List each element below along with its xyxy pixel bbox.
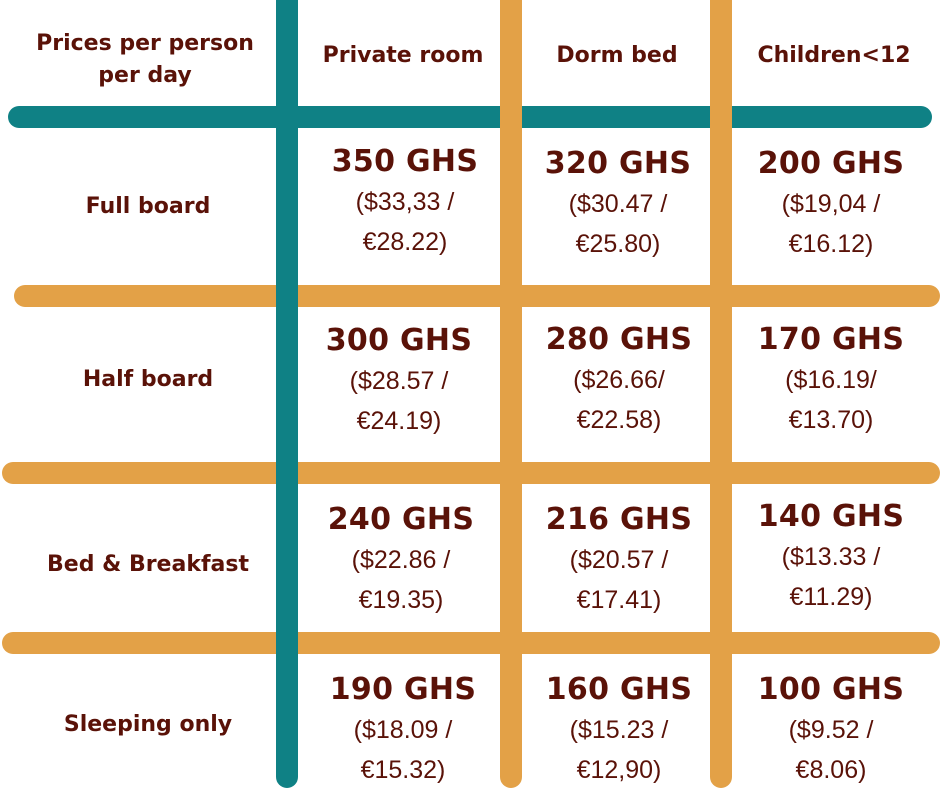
price-eur: €28.22) (362, 228, 448, 256)
price-eur: €15.32) (360, 756, 446, 784)
price-usd: ($28.57 / (349, 367, 449, 395)
price-usd: ($16.19/ (785, 366, 877, 394)
row-label-sleeping-only: Sleeping only (63, 711, 233, 737)
price-eur: €11.29) (789, 583, 873, 611)
price-ghs: 200 GHS (757, 146, 905, 181)
grid-line-vertical-teal (276, 0, 298, 788)
price-usd: ($19,04 / (781, 190, 881, 218)
corner-header: Prices per person per day (10, 20, 280, 100)
price-ghs: 240 GHS (327, 502, 475, 537)
price-cell: 216 GHS ($20.57 / €17.41) (512, 500, 726, 620)
column-header-private-room: Private room (322, 43, 484, 68)
price-usd: ($30.47 / (568, 190, 668, 218)
price-usd: ($22.86 / (351, 546, 451, 574)
grid-line-horizontal-orange-1 (14, 285, 940, 307)
grid-line-vertical-orange-2 (710, 0, 732, 788)
price-ghs: 160 GHS (545, 672, 693, 707)
price-usd: ($26.66/ (573, 366, 665, 394)
price-cell: 200 GHS ($19,04 / €16.12) (725, 144, 937, 264)
price-usd: ($15.23 / (569, 716, 669, 744)
price-usd: ($13.33 / (781, 543, 881, 571)
price-usd: ($20.57 / (569, 546, 669, 574)
price-ghs: 216 GHS (545, 502, 693, 537)
price-eur: €12,90) (576, 756, 662, 784)
price-cell: 170 GHS ($16.19/ €13.70) (725, 320, 937, 440)
price-usd: ($9.52 / (788, 716, 874, 744)
price-cell: 140 GHS ($13.33 / €11.29) (725, 497, 937, 617)
column-header-dorm-bed: Dorm bed (556, 43, 678, 68)
price-usd: ($18.09 / (353, 716, 453, 744)
price-eur: €19.35) (358, 586, 444, 614)
grid-line-horizontal-orange-2 (2, 462, 940, 484)
price-ghs: 280 GHS (545, 322, 693, 357)
price-ghs: 300 GHS (325, 323, 473, 358)
row-label-half-board: Half board (82, 366, 214, 392)
price-eur: €17.41) (576, 586, 662, 614)
price-ghs: 320 GHS (544, 146, 692, 181)
grid-line-vertical-orange-1 (500, 0, 522, 788)
price-cell: 160 GHS ($15.23 / €12,90) (512, 670, 726, 790)
price-eur: €25.80) (575, 230, 661, 258)
column-header-children: Children<12 (757, 43, 911, 68)
price-ghs: 100 GHS (757, 672, 905, 707)
price-ghs: 350 GHS (331, 144, 479, 179)
row-label-bed-breakfast: Bed & Breakfast (47, 551, 249, 577)
price-cell: 300 GHS ($28.57 / €24.19) (294, 321, 504, 441)
grid-line-horizontal-orange-3 (2, 632, 940, 654)
price-ghs: 170 GHS (757, 322, 905, 357)
price-cell: 190 GHS ($18.09 / €15.32) (298, 670, 508, 790)
price-ghs: 190 GHS (329, 672, 477, 707)
price-eur: €16.12) (788, 230, 874, 258)
row-label-full-board: Full board (85, 193, 211, 219)
price-eur: €24.19) (356, 407, 442, 435)
price-eur: €22.58) (576, 406, 662, 434)
price-eur: €8.06) (795, 756, 867, 784)
price-usd: ($33,33 / (355, 188, 455, 216)
corner-header-line-1: Prices per person (36, 31, 254, 56)
price-cell: 280 GHS ($26.66/ €22.58) (512, 320, 726, 440)
price-eur: €13.70) (788, 406, 874, 434)
grid-line-horizontal-teal (8, 106, 932, 128)
corner-header-line-2: per day (98, 63, 192, 88)
price-cell: 240 GHS ($22.86 / €19.35) (296, 500, 506, 620)
price-cell: 100 GHS ($9.52 / €8.06) (725, 672, 937, 788)
price-cell: 350 GHS ($33,33 / €28.22) (300, 142, 510, 262)
price-ghs: 140 GHS (757, 499, 905, 534)
price-cell: 320 GHS ($30.47 / €25.80) (508, 144, 728, 264)
